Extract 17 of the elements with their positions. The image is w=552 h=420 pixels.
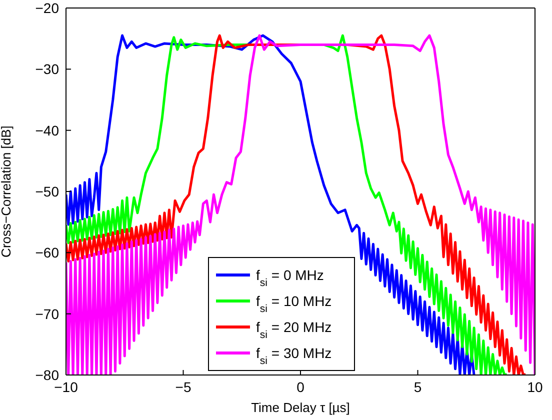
legend-label: f$_{si}$ = 10 MHz [256,293,332,315]
x-tick-label: −5 [175,378,192,395]
legend-label: f$_{si}$ = 0 MHz [256,267,324,289]
x-tick-label: 10 [527,378,543,395]
x-tick-label: 0 [296,378,305,395]
x-tick-label: 5 [414,378,422,395]
x-axis-title: Time Delay τ [µs] [251,400,350,415]
legend-label: f$_{si}$ = 30 MHz [256,345,332,367]
y-tick-label: −60 [35,244,60,261]
y-tick-label: −20 [35,0,60,16]
y-tick-label: −40 [35,122,60,138]
y-tick-label: −80 [35,366,60,383]
y-axis-title: Cross−Correlation [dB] [0,126,14,258]
legend-label: f$_{si}$ = 20 MHz [256,319,332,341]
y-tick-label: −70 [35,306,60,322]
y-tick-label: −50 [35,183,60,200]
y-tick-label: −30 [35,61,60,78]
